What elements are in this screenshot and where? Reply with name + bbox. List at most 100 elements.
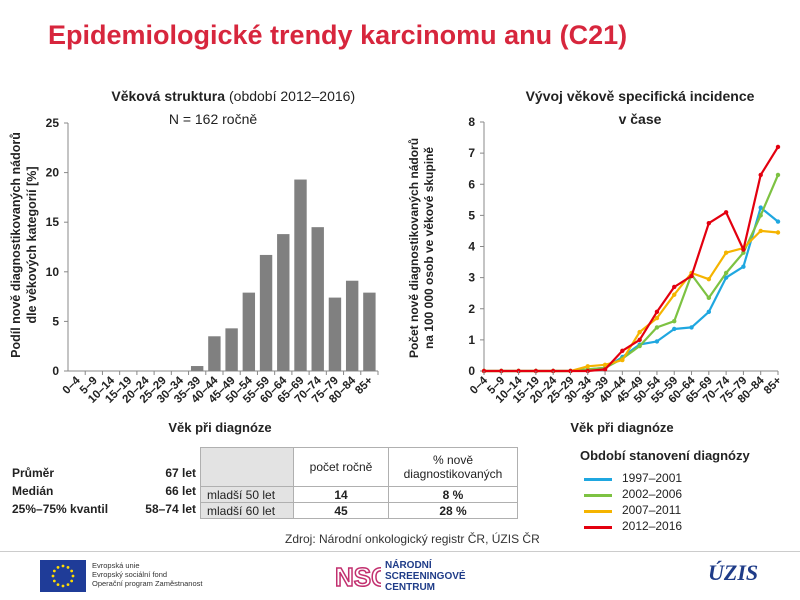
series-point (654, 339, 660, 344)
nsc-line: NÁRODNÍ (385, 560, 432, 571)
bar (208, 336, 221, 371)
bar-y-tick-label: 20 (46, 166, 60, 180)
page-title: Epidemiologické trendy karcinomu anu (C2… (48, 20, 628, 50)
line-chart-legend: Období stanovení diagnózy 1997–2001 2002… (580, 448, 750, 535)
series-point (672, 326, 677, 332)
line-chart-xlabel: Věk při diagnóze (570, 420, 673, 435)
stat-value: 58–74 let (145, 502, 196, 516)
series-point (654, 309, 660, 315)
eu-star (70, 569, 74, 573)
series-point (723, 275, 729, 280)
eu-star (61, 584, 65, 588)
incidence-line-chart: Vývoj věkově specifická incidence v čase… (407, 88, 784, 435)
eu-line: Operační program Zaměstnanost (92, 579, 203, 588)
series-point (723, 210, 729, 215)
series-point (637, 343, 642, 349)
bar (259, 254, 273, 371)
series-point (689, 325, 694, 330)
series-point (758, 213, 763, 218)
bar-chart-subtitle: N = 162 ročně (169, 111, 258, 127)
bar (311, 227, 324, 371)
stat-value: 67 let (165, 466, 196, 480)
source-note: Zdroj: Národní onkologický registr ČR, Ú… (285, 532, 540, 546)
bar (190, 366, 204, 371)
eu-star (51, 574, 55, 578)
table-header-count: počet ročně (293, 447, 389, 487)
bar-y-tick-label: 10 (46, 265, 60, 279)
series-point (672, 319, 677, 324)
series-point (741, 247, 746, 252)
bar (225, 328, 238, 371)
eu-star (70, 579, 74, 583)
uzis-logo: ÚZIS (708, 560, 759, 585)
legend-swatch (584, 526, 612, 529)
line-chart-ylabel-line2: na 100 000 osob ve věkové skupině (422, 147, 436, 349)
series-point (723, 250, 729, 255)
table-corner-cell (200, 447, 294, 487)
eu-star (56, 565, 60, 569)
eu-line: Evropský sociální fond (92, 570, 168, 579)
bar-x-tick-label: 85+ (353, 374, 375, 396)
line-x-tick-label: 85+ (762, 374, 784, 396)
series-point (654, 315, 660, 321)
legend-item: 2002–2006 (580, 487, 750, 503)
footer-divider (0, 551, 800, 552)
legend-item: 2012–2016 (580, 519, 750, 535)
table-row-label: mladší 60 let (200, 502, 294, 519)
eu-star (66, 565, 70, 569)
legend-label: 2002–2006 (622, 487, 683, 501)
legend-title: Období stanovení diagnózy (580, 448, 750, 463)
bar (328, 297, 342, 371)
series-point (775, 144, 781, 150)
age-group-table: počet ročně % nově diagnostikovaných mla… (200, 447, 518, 519)
eu-flag-logo (40, 560, 86, 592)
series-point (723, 270, 729, 276)
legend-swatch (584, 510, 612, 513)
bar-chart-title-bold: Věková struktura (111, 88, 225, 104)
legend-swatch (584, 494, 612, 497)
series-point (758, 172, 763, 178)
bar (294, 179, 307, 371)
bar-chart-xlabel: Věk při diagnóze (168, 420, 271, 435)
age-statistics: Průměr 67 let Medián 66 let 25%–75% kvan… (6, 466, 196, 520)
series-point (620, 348, 625, 353)
line-y-tick-label: 2 (468, 302, 475, 316)
legend-swatch (584, 478, 612, 481)
line-chart-ylabel-line1: Počet nově diagnostikovaných nádorů (407, 138, 421, 358)
age-structure-bar-chart: Věková struktura (období 2012–2016) N = … (9, 88, 379, 435)
stat-row-median: Medián 66 let (6, 484, 196, 502)
table-cell-pct: 8 % (388, 486, 518, 503)
nsc-logo: NSC (334, 561, 381, 593)
series-point (706, 309, 712, 315)
line-y-tick-label: 7 (468, 146, 475, 160)
series-point (672, 292, 677, 297)
legend-item: 1997–2001 (580, 471, 750, 487)
bar (242, 292, 256, 371)
nsc-text: NÁRODNÍ SCREENINGOVÉ CENTRUM (385, 560, 466, 593)
bar-y-tick-label: 5 (52, 314, 59, 328)
eu-line: Evropská unie (92, 561, 140, 570)
stat-row-quantile: 25%–75% kvantil 58–74 let (6, 502, 196, 520)
series-line (484, 146, 779, 373)
line-y-tick-label: 3 (468, 271, 475, 285)
series-point (637, 329, 642, 335)
bar (277, 234, 290, 371)
series-point (620, 357, 625, 363)
line-chart-title-line1: Vývoj věkově specifická incidence (526, 88, 755, 104)
eu-star (66, 583, 70, 587)
nsc-line: CENTRUM (385, 582, 435, 593)
table-header-row: počet ročně % nově diagnostikovaných (200, 447, 518, 487)
bar-y-tick-label: 15 (46, 215, 60, 229)
table-row: mladší 50 let 14 8 % (200, 486, 518, 503)
legend-label: 2007–2011 (622, 503, 682, 517)
eu-star (71, 574, 75, 578)
legend-item: 2007–2011 (580, 503, 750, 519)
stat-row-mean: Průměr 67 let (6, 466, 196, 484)
eu-text: Evropská unie Evropský sociální fond Ope… (92, 561, 202, 588)
series-point (775, 219, 781, 224)
series-point (672, 284, 677, 290)
series-point (654, 325, 660, 330)
bar (363, 292, 376, 371)
line-y-tick-label: 0 (468, 364, 475, 378)
series-point (741, 264, 746, 269)
